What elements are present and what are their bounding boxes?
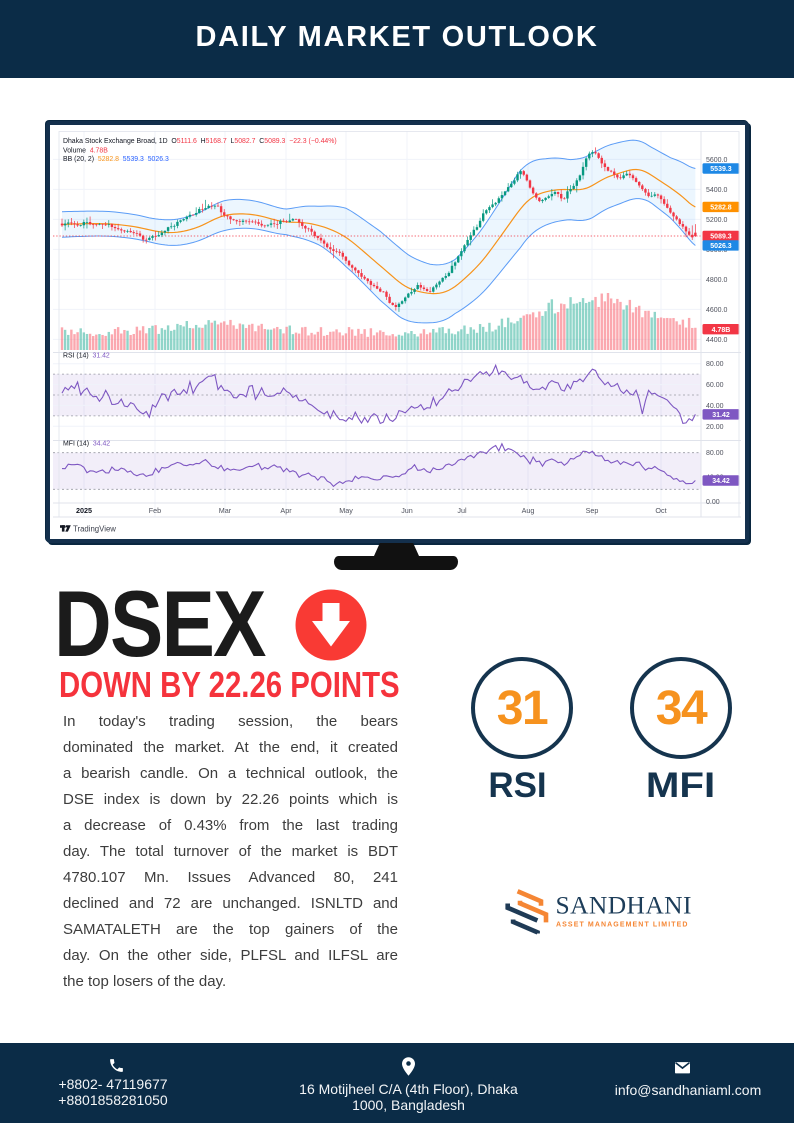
- svg-text:5089.3: 5089.3: [710, 234, 732, 241]
- svg-text:SANDHANI: SANDHANI: [556, 891, 692, 920]
- svg-text:80.00: 80.00: [706, 450, 724, 457]
- svg-text:80.00: 80.00: [706, 361, 724, 368]
- svg-text:May: May: [339, 506, 353, 515]
- svg-text:Feb: Feb: [149, 506, 161, 515]
- svg-text:BB (20, 2) 5282.8 5539.3 50: BB (20, 2) 5282.8 5539.3 5026.3: [63, 156, 169, 163]
- svg-text:Oct: Oct: [655, 506, 666, 515]
- svg-text:4800.0: 4800.0: [706, 277, 728, 284]
- svg-text:5600.0: 5600.0: [706, 157, 728, 164]
- svg-text:ASSET MANAGEMENT LIMITED: ASSET MANAGEMENT LIMITED: [556, 922, 689, 929]
- svg-text:0.00: 0.00: [706, 499, 720, 506]
- svg-text:5200.0: 5200.0: [706, 217, 728, 224]
- svg-text:40.00: 40.00: [706, 403, 724, 410]
- svg-text:Volume 4.78B: Volume 4.78B: [63, 148, 108, 155]
- svg-text:Jul: Jul: [457, 506, 467, 515]
- svg-text:Apr: Apr: [280, 506, 292, 515]
- svg-text:5282.8: 5282.8: [710, 205, 732, 212]
- svg-text:5539.3: 5539.3: [710, 166, 732, 173]
- svg-text:Dhaka Stock Exchange Broad, 1D: Dhaka Stock Exchange Broad, 1D O5111.6 H…: [63, 138, 337, 145]
- svg-text:Jun: Jun: [401, 506, 413, 515]
- svg-text:5400.0: 5400.0: [706, 187, 728, 194]
- svg-text:Sep: Sep: [586, 506, 599, 515]
- svg-text:2025: 2025: [76, 506, 92, 515]
- svg-text:TradingView: TradingView: [73, 525, 116, 534]
- svg-text:MFI (14) 34.42: MFI (14) 34.42: [63, 441, 110, 448]
- svg-text:31.42: 31.42: [712, 412, 730, 419]
- svg-text:RSI (14) 31.42: RSI (14) 31.42: [63, 353, 110, 360]
- svg-text:4.78B: 4.78B: [712, 327, 731, 334]
- svg-text:4600.0: 4600.0: [706, 307, 728, 314]
- svg-text:4400.0: 4400.0: [706, 337, 728, 344]
- svg-text:34.42: 34.42: [712, 478, 730, 485]
- svg-text:5026.3: 5026.3: [710, 243, 732, 250]
- svg-text:20.00: 20.00: [706, 424, 724, 431]
- svg-text:60.00: 60.00: [706, 382, 724, 389]
- svg-text:Mar: Mar: [219, 506, 232, 515]
- svg-text:Aug: Aug: [522, 506, 535, 515]
